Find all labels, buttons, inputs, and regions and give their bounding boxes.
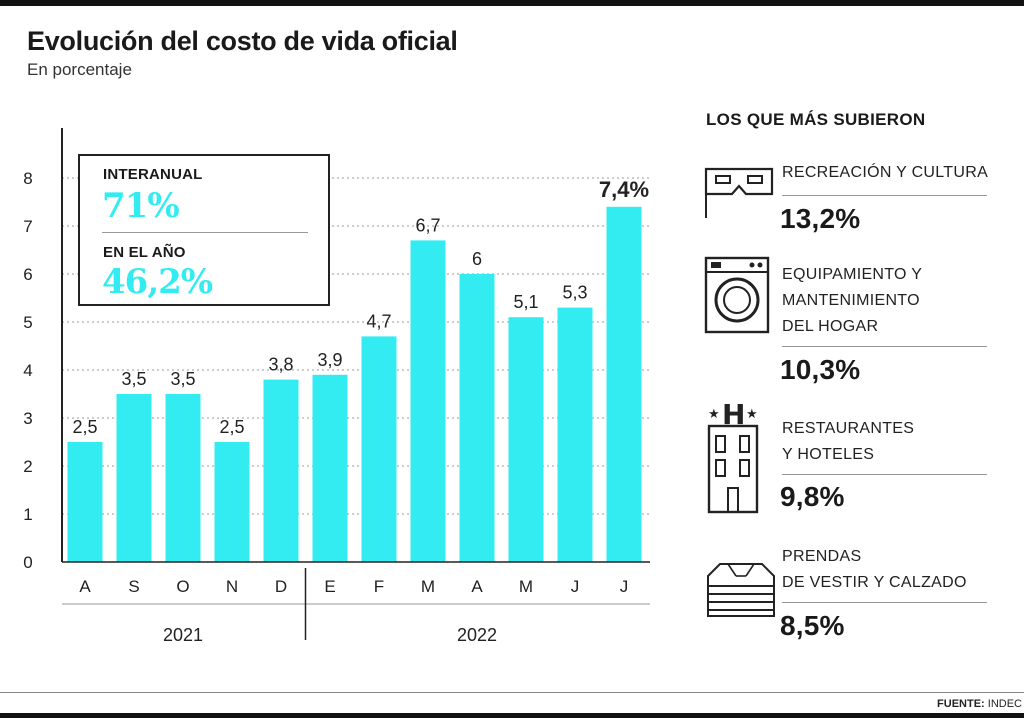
- bar: [361, 336, 397, 562]
- item-equipamiento-divider: [782, 346, 987, 347]
- hotel-icon: ★ H ★: [707, 398, 759, 514]
- x-tick-label: A: [471, 577, 483, 596]
- item-recreacion-value: 13,2%: [780, 203, 861, 234]
- x-tick-label: F: [374, 577, 384, 596]
- value-label: 5,3: [562, 283, 587, 303]
- bottom-rule: [0, 692, 1024, 693]
- bar: [214, 442, 250, 562]
- value-label: 3,5: [170, 369, 195, 389]
- y-tick-label: 4: [23, 361, 32, 380]
- x-tick-label: S: [128, 577, 139, 596]
- source-note: FUENTE: INDEC: [937, 698, 1022, 710]
- year-label: 2022: [457, 625, 497, 645]
- value-label: 6: [472, 249, 482, 269]
- x-tick-label: N: [226, 577, 238, 596]
- item-recreacion-label: RECREACIÓN Y CULTURA: [782, 164, 989, 181]
- svg-text:★: ★: [746, 407, 758, 422]
- y-tick-label: 7: [23, 217, 32, 236]
- washing-machine-icon: [704, 256, 770, 334]
- item-prendas-label: PRENDAS DE VESTIR Y CALZADO: [782, 548, 967, 591]
- bar-chart: 0 1 2 3 4 5 6 7 8 2,5 A 3,5 S 3,5 O 2,5 N 3,8 D 3,9 E 4,7 F 6,7…: [23, 128, 650, 645]
- value-label: 2,5: [72, 417, 97, 437]
- bar: [459, 274, 495, 562]
- item-recreacion-divider: [782, 195, 987, 196]
- year-label: 2021: [163, 625, 203, 645]
- y-tick-label: 6: [23, 265, 32, 284]
- interanual-value: 71%: [102, 186, 180, 226]
- bar: [116, 394, 152, 562]
- svg-text:H: H: [722, 398, 745, 431]
- anio-value: 46,2%: [102, 262, 213, 302]
- y-tick-label: 3: [23, 409, 32, 428]
- bar: [67, 442, 103, 562]
- bar: [263, 379, 299, 562]
- item-prendas-value: 8,5%: [780, 610, 845, 641]
- interanual-label: INTERANUAL: [103, 166, 203, 183]
- bar: [165, 394, 201, 562]
- mask-icon: [704, 167, 774, 218]
- bottom-bar: [0, 713, 1024, 718]
- item-restaurantes-label: RESTAURANTES Y HOTELES: [782, 420, 915, 463]
- y-tick-label: 5: [23, 313, 32, 332]
- folded-clothes-icon: [707, 563, 775, 617]
- bar: [312, 374, 348, 562]
- value-label: 4,7: [366, 311, 391, 331]
- sidebar-title: LOS QUE MÁS SUBIERON: [706, 110, 926, 129]
- x-tick-label: J: [620, 577, 629, 596]
- item-prendas-divider: [782, 602, 987, 603]
- kpi-box: INTERANUAL 71% EN EL AÑO 46,2%: [78, 154, 330, 306]
- top-rule: [0, 0, 1024, 6]
- item-restaurantes-divider: [782, 474, 987, 475]
- bar: [606, 206, 642, 563]
- value-label: 7,4%: [599, 177, 649, 202]
- value-label: 2,5: [219, 417, 244, 437]
- x-tick-label: D: [275, 577, 287, 596]
- anio-label: EN EL AÑO: [103, 244, 186, 261]
- bar: [508, 317, 544, 562]
- x-tick-label: A: [79, 577, 91, 596]
- y-tick-label: 1: [23, 505, 32, 524]
- value-label: 3,8: [268, 355, 293, 375]
- svg-text:★: ★: [708, 407, 720, 422]
- page-title: Evolución del costo de vida oficial: [27, 26, 458, 56]
- value-label: 3,9: [317, 350, 342, 370]
- bar: [557, 307, 593, 562]
- kpi-divider: [102, 232, 308, 233]
- y-tick-label: 8: [23, 169, 32, 188]
- value-label: 6,7: [415, 215, 440, 235]
- item-equipamiento-label: EQUIPAMIENTO Y MANTENIMIENTO DEL HOGAR: [782, 266, 923, 335]
- x-tick-label: J: [571, 577, 580, 596]
- value-label: 3,5: [121, 369, 146, 389]
- y-tick-label: 2: [23, 457, 32, 476]
- item-restaurantes-value: 9,8%: [780, 481, 845, 512]
- x-tick-label: M: [421, 577, 435, 596]
- x-tick-label: E: [324, 577, 335, 596]
- value-label: 5,1: [513, 292, 538, 312]
- y-tick-label: 0: [23, 553, 32, 572]
- x-tick-label: M: [519, 577, 533, 596]
- item-equipamiento-value: 10,3%: [780, 354, 861, 385]
- x-tick-label: O: [176, 577, 189, 596]
- bar: [410, 240, 446, 562]
- page-subtitle: En porcentaje: [27, 60, 132, 79]
